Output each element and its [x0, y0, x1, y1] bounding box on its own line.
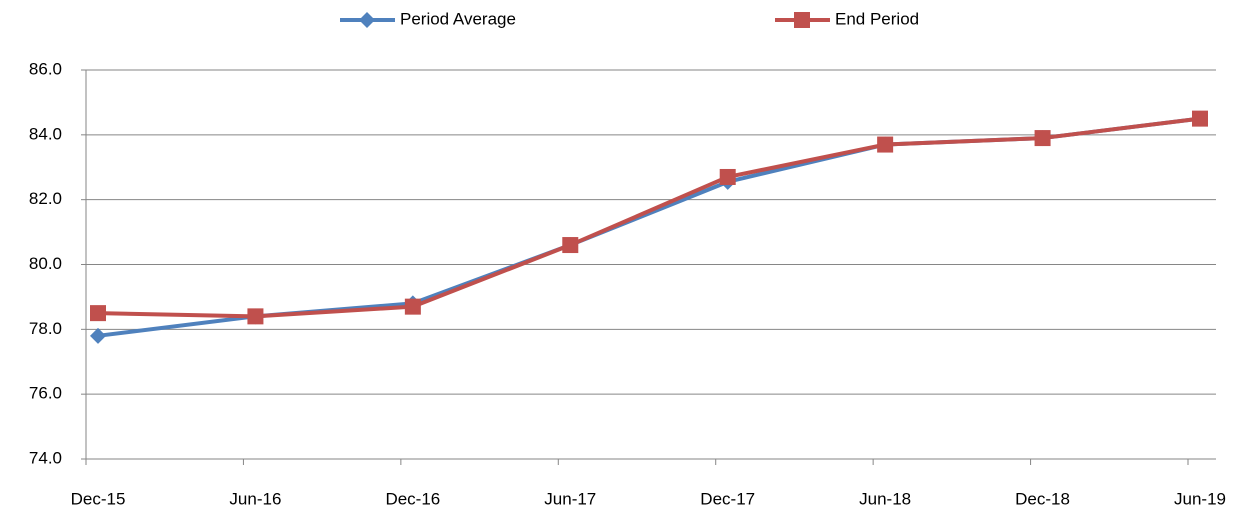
x-tick-label: Dec-17 — [700, 489, 755, 508]
series-line — [97, 116, 1201, 319]
x-tick-label: Dec-18 — [1015, 489, 1070, 508]
legend-label: Period Average — [400, 9, 516, 28]
marker — [794, 12, 810, 28]
legend-label: End Period — [835, 9, 919, 28]
marker — [1192, 110, 1208, 127]
x-tick-label: Jun-18 — [859, 489, 911, 508]
y-tick-label: 86.0 — [29, 59, 62, 78]
marker — [247, 308, 264, 325]
series-line — [97, 116, 1201, 338]
y-tick-label: 76.0 — [29, 384, 62, 403]
marker — [719, 168, 736, 185]
y-tick-label: 80.0 — [29, 254, 62, 273]
marker — [90, 305, 106, 322]
marker — [877, 136, 894, 153]
marker — [404, 298, 421, 315]
marker — [359, 12, 375, 28]
x-tick-label: Jun-16 — [229, 489, 281, 508]
marker — [1034, 130, 1051, 147]
y-tick-label: 74.0 — [29, 448, 62, 467]
y-tick-label: 82.0 — [29, 189, 62, 208]
marker — [562, 237, 579, 254]
x-tick-label: Jun-19 — [1174, 489, 1226, 508]
x-tick-label: Dec-16 — [385, 489, 440, 508]
y-tick-label: 78.0 — [29, 319, 62, 338]
marker — [90, 327, 106, 344]
x-tick-label: Jun-17 — [544, 489, 596, 508]
y-tick-label: 84.0 — [29, 124, 62, 143]
x-tick-label: Dec-15 — [71, 489, 126, 508]
